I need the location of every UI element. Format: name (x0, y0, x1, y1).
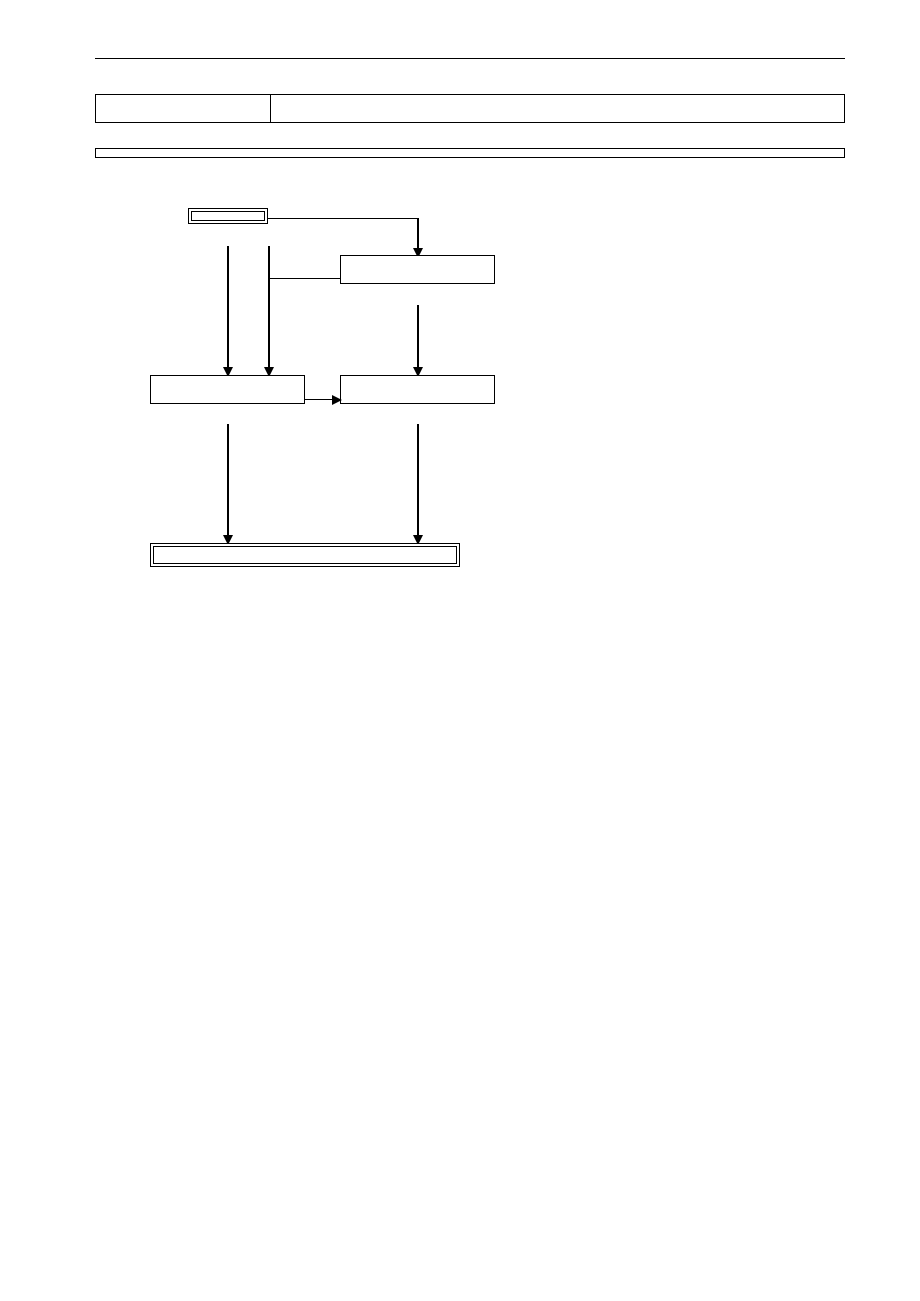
line-group-to-fj (305, 399, 335, 401)
line-4397 (227, 424, 229, 541)
node-chenfashu (188, 208, 268, 224)
shareholder-table (95, 94, 845, 123)
node-fj-invest (340, 375, 495, 405)
line-cfs-right (268, 218, 418, 220)
ownership-diagram (130, 188, 550, 618)
node-xiamen (340, 255, 495, 285)
relation-row (96, 95, 845, 123)
line-100-mid (417, 305, 419, 374)
node-company (150, 543, 460, 567)
relation-content (271, 95, 845, 123)
node-xhd-group (150, 375, 305, 405)
header-underline (95, 58, 845, 59)
line-7587 (227, 246, 229, 374)
relation-label (96, 95, 271, 123)
controller-intro-box (95, 148, 845, 158)
arrow-group-to-fj (332, 395, 342, 405)
line-879 (417, 424, 419, 541)
line-1682-h (268, 278, 340, 280)
line-1682-v (268, 246, 270, 374)
